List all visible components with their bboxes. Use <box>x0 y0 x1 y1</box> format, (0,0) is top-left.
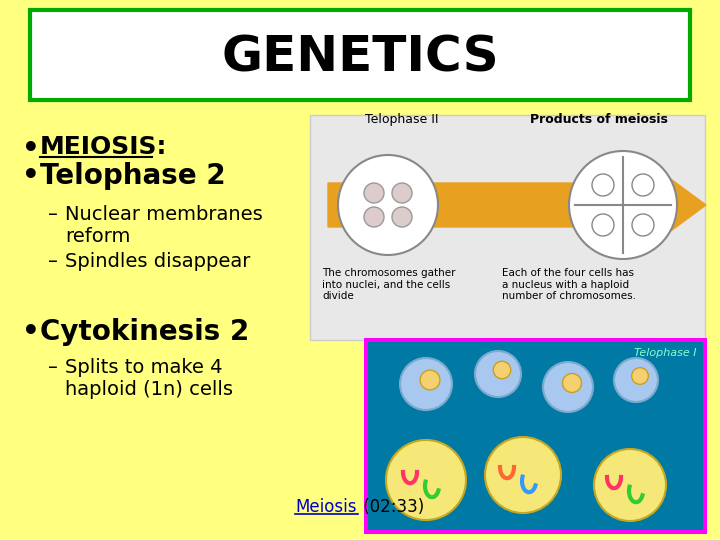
Circle shape <box>632 174 654 196</box>
FancyBboxPatch shape <box>364 338 707 534</box>
FancyBboxPatch shape <box>368 342 703 530</box>
Text: •: • <box>22 162 40 190</box>
Circle shape <box>364 183 384 203</box>
Circle shape <box>614 358 658 402</box>
Text: Meiosis: Meiosis <box>295 498 356 516</box>
Circle shape <box>400 358 452 410</box>
Circle shape <box>475 351 521 397</box>
Text: The chromosomes gather
into nuclei, and the cells
divide: The chromosomes gather into nuclei, and … <box>322 268 456 301</box>
Text: Splits to make 4
haploid (1n) cells: Splits to make 4 haploid (1n) cells <box>65 358 233 399</box>
Circle shape <box>592 174 614 196</box>
Text: Each of the four cells has
a nucleus with a haploid
number of chromosomes.: Each of the four cells has a nucleus wit… <box>502 268 636 301</box>
Circle shape <box>392 183 412 203</box>
Circle shape <box>493 361 510 379</box>
Circle shape <box>420 370 440 390</box>
Text: –: – <box>48 358 58 377</box>
Text: •: • <box>22 135 40 163</box>
Text: MEIOSIS:: MEIOSIS: <box>40 135 167 159</box>
Text: Cytokinesis 2: Cytokinesis 2 <box>40 318 249 346</box>
Circle shape <box>592 214 614 236</box>
FancyBboxPatch shape <box>30 10 690 100</box>
FancyArrow shape <box>328 177 706 233</box>
Text: –: – <box>48 252 58 271</box>
FancyBboxPatch shape <box>310 115 705 340</box>
Circle shape <box>364 207 384 227</box>
Circle shape <box>631 368 649 384</box>
Text: Products of meiosis: Products of meiosis <box>530 113 668 126</box>
Circle shape <box>632 214 654 236</box>
Text: Telophase 2: Telophase 2 <box>40 162 225 190</box>
Text: Telophase I: Telophase I <box>634 348 697 358</box>
Circle shape <box>569 151 677 259</box>
Text: •: • <box>22 318 40 346</box>
Circle shape <box>386 440 466 520</box>
Text: Spindles disappear: Spindles disappear <box>65 252 251 271</box>
Circle shape <box>338 155 438 255</box>
Text: –: – <box>48 205 58 224</box>
Text: (02:33): (02:33) <box>358 498 424 516</box>
Text: Nuclear membranes
reform: Nuclear membranes reform <box>65 205 263 246</box>
Text: Telophase II: Telophase II <box>365 113 438 126</box>
Circle shape <box>562 374 582 393</box>
Circle shape <box>594 449 666 521</box>
Text: GENETICS: GENETICS <box>221 34 499 82</box>
Circle shape <box>543 362 593 412</box>
Circle shape <box>485 437 561 513</box>
Circle shape <box>392 207 412 227</box>
